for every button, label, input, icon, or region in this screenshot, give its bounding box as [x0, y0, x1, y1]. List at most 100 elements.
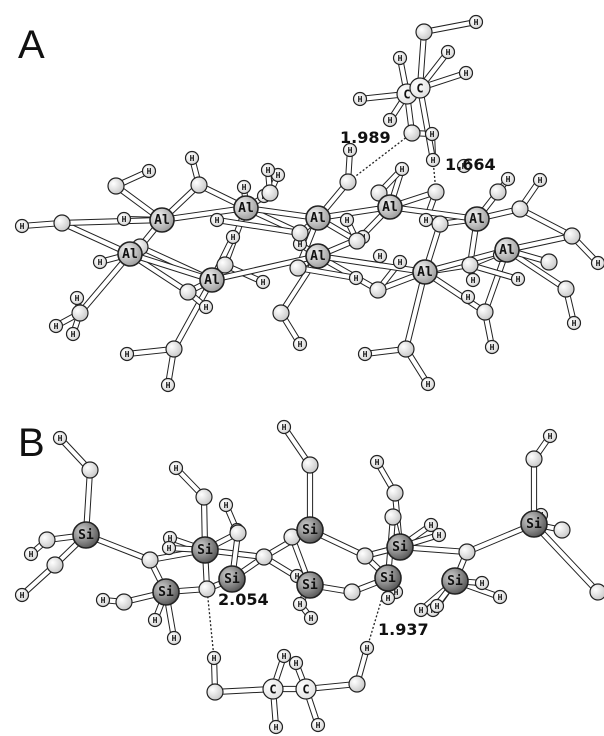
atom-h: H: [292, 596, 308, 612]
atom-label: H: [316, 721, 321, 730]
atom-label: H: [345, 216, 350, 225]
atom-label: Si: [392, 540, 408, 555]
atom-o: [255, 548, 273, 566]
atom-h: H: [206, 650, 222, 666]
atom-o: [557, 280, 575, 298]
atom-label: C: [302, 683, 309, 697]
atom-label: H: [274, 723, 279, 732]
atom-label: Al: [469, 212, 485, 227]
hydrogen-bond: [347, 132, 413, 183]
atom-h: H: [394, 161, 410, 177]
atom-h: H: [380, 590, 396, 606]
atom-label: H: [98, 258, 103, 267]
atom-h: H: [276, 419, 292, 435]
panel-label-b: B: [18, 421, 45, 465]
atom-label: Al: [417, 265, 433, 280]
atom-label: H: [363, 350, 368, 359]
atom-h: H: [161, 540, 177, 556]
atom-h: H: [431, 527, 447, 543]
atom-h: H: [392, 50, 408, 66]
atom-o: [141, 551, 159, 569]
atom-h: H: [474, 575, 490, 591]
atom-al: Al: [377, 194, 403, 220]
atom-o: [540, 253, 558, 271]
atom-h: H: [198, 299, 214, 315]
atom-h: H: [392, 254, 408, 270]
atom-si: Si: [441, 567, 469, 595]
atom-si: Si: [191, 536, 219, 564]
atom-h: H: [23, 546, 39, 562]
atom-label: H: [429, 521, 434, 530]
atom-label: H: [548, 432, 553, 441]
distance-label-a1: 1.989: [340, 128, 391, 147]
atom-label: H: [54, 322, 59, 331]
atom-o: [431, 215, 449, 233]
atom-h: H: [440, 44, 456, 60]
atom-o: [397, 340, 415, 358]
atom-label: Si: [224, 572, 240, 587]
atom-h: H: [303, 610, 319, 626]
atom-label: H: [480, 579, 485, 588]
atom-label: H: [71, 330, 76, 339]
atom-si: Si: [374, 564, 402, 592]
atom-h: H: [420, 376, 436, 392]
atom-label: H: [471, 276, 476, 285]
atom-o: [206, 683, 224, 701]
atom-h: H: [382, 112, 398, 128]
atom-si: Si: [218, 565, 246, 593]
atom-label: H: [147, 167, 152, 176]
atom-si: Si: [152, 578, 180, 606]
atom-label: H: [58, 434, 63, 443]
atom-label: H: [365, 644, 370, 653]
atom-label: H: [538, 176, 543, 185]
atom-o: [553, 521, 571, 539]
atom-o: [107, 177, 125, 195]
atom-o: [71, 304, 89, 322]
atom-o: [476, 303, 494, 321]
atom-h: H: [352, 91, 368, 107]
atom-label: H: [435, 602, 440, 611]
atom-h: H: [456, 158, 472, 174]
atom-label: C: [403, 88, 410, 102]
atom-h: H: [14, 218, 30, 234]
atom-label: H: [224, 501, 229, 510]
atom-label: H: [490, 343, 495, 352]
bond: [61, 216, 163, 227]
atom-label: H: [282, 652, 287, 661]
atom-h: H: [119, 346, 135, 362]
atom-label: H: [174, 464, 179, 473]
atom-label: H: [125, 350, 130, 359]
atom-label: H: [437, 531, 442, 540]
atom-o: [179, 283, 197, 301]
panel-label-a: A: [18, 23, 45, 67]
atom-label: Si: [380, 571, 396, 586]
atom-h: H: [510, 271, 526, 287]
atom-h: H: [52, 430, 68, 446]
atom-label: H: [431, 156, 436, 165]
atom-label: H: [430, 130, 435, 139]
atom-o: [386, 484, 404, 502]
atom-h: H: [310, 717, 326, 733]
atom-o: [589, 583, 604, 601]
atom-o: [81, 461, 99, 479]
atom-label: H: [172, 634, 177, 643]
atom-label: H: [266, 166, 271, 175]
atom-o: [291, 224, 309, 242]
atom-label: Si: [197, 543, 213, 558]
atom-h: H: [342, 142, 358, 158]
atom-c: C: [409, 77, 431, 99]
atom-h: H: [492, 589, 508, 605]
atom-label: H: [348, 146, 353, 155]
atom-h: H: [168, 460, 184, 476]
atom-o: [165, 340, 183, 358]
atom-label: H: [462, 162, 467, 171]
atom-h: H: [48, 318, 64, 334]
atom-o: [339, 173, 357, 191]
atom-label: H: [190, 154, 195, 163]
atom-label: Al: [310, 249, 326, 264]
atom-h: H: [465, 272, 481, 288]
atom-h: H: [69, 290, 85, 306]
atom-label: H: [298, 340, 303, 349]
atom-label: H: [215, 216, 220, 225]
